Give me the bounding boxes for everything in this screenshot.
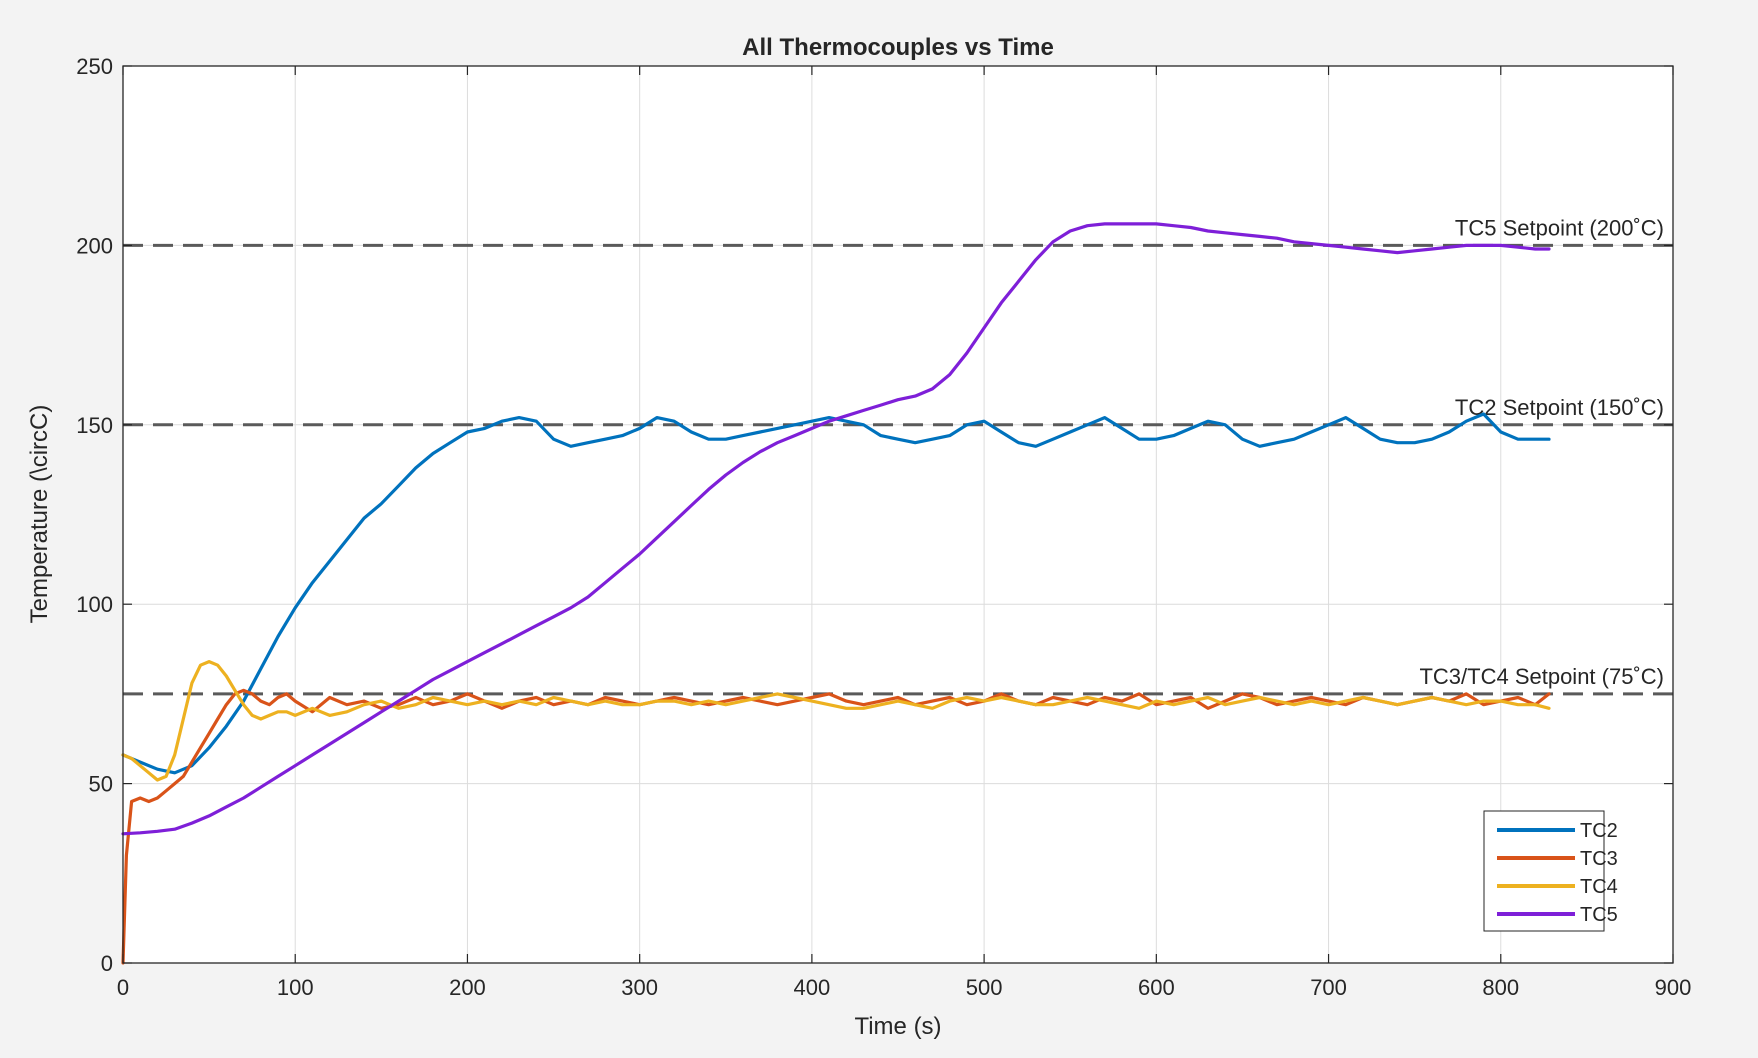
x-tick-label: 500	[966, 975, 1003, 1000]
axes-background	[123, 66, 1673, 963]
setpoint-label: TC2 Setpoint (150˚C)	[1455, 395, 1664, 420]
y-axis-title: Temperature (\circC)	[26, 405, 53, 624]
axis-ticks: 0 100 200 300 400 500 600 700 800 900 0 50 100 150 200…	[76, 54, 1691, 1000]
legend-label-tc5: TC5	[1580, 904, 1618, 926]
legend-label-tc3: TC3	[1580, 848, 1618, 870]
x-tick-label: 600	[1138, 975, 1175, 1000]
x-tick-label: 800	[1482, 975, 1519, 1000]
reference-lines: TC5 Setpoint (200˚C) TC2 Setpoint (150˚C)…	[123, 215, 1673, 696]
chart-title: All Thermocouples vs Time	[742, 34, 1054, 61]
setpoint-label: TC3/TC4 Setpoint (75˚C)	[1419, 664, 1664, 689]
x-tick-label: 200	[449, 975, 486, 1000]
series-line-tc4	[121, 660, 1551, 782]
legend: TC2 TC3 TC4 TC5	[1483, 810, 1618, 932]
y-tick-label: 150	[76, 413, 113, 438]
y-tick-label: 250	[76, 54, 113, 79]
y-tick-label: 0	[101, 951, 113, 976]
legend-label-tc4: TC4	[1580, 876, 1618, 898]
series-line-tc5	[121, 222, 1551, 836]
x-tick-label: 900	[1655, 975, 1692, 1000]
x-tick-label: 400	[794, 975, 831, 1000]
x-tick-label: 100	[277, 975, 314, 1000]
legend-label-tc2: TC2	[1580, 820, 1618, 842]
series-lines	[121, 222, 1551, 965]
y-tick-label: 50	[89, 772, 113, 797]
x-tick-label: 300	[621, 975, 658, 1000]
x-axis-title: Time (s)	[854, 1013, 941, 1040]
x-tick-label: 0	[117, 975, 129, 1000]
setpoint-label: TC5 Setpoint (200˚C)	[1455, 215, 1664, 240]
y-tick-label: 100	[76, 592, 113, 617]
x-tick-label: 700	[1310, 975, 1347, 1000]
axes-box	[122, 65, 1674, 964]
y-tick-label: 200	[76, 233, 113, 258]
